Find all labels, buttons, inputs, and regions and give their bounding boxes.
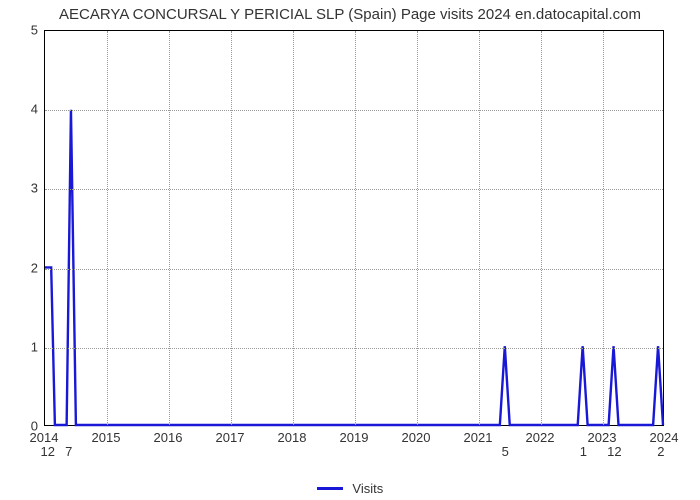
y-tick-label: 2 — [31, 260, 38, 275]
x-tick-label: 2015 — [92, 430, 121, 445]
x-axis: 2014201520162017201820192020202120222023… — [44, 426, 664, 446]
x-tick-label: 2024 — [650, 430, 679, 445]
bar-label: 5 — [502, 444, 509, 459]
bar-label: 2 — [657, 444, 664, 459]
x-tick-label: 2023 — [588, 430, 617, 445]
bar-label: 7 — [65, 444, 72, 459]
legend-swatch — [317, 487, 343, 490]
chart-title: AECARYA CONCURSAL Y PERICIAL SLP (Spain)… — [0, 0, 700, 26]
plot-area — [44, 30, 664, 426]
gridline-vertical — [293, 31, 294, 425]
y-tick-label: 5 — [31, 23, 38, 38]
x-tick-label: 2016 — [154, 430, 183, 445]
legend: Visits — [0, 480, 700, 496]
gridline-horizontal — [45, 269, 663, 270]
gridline-horizontal — [45, 110, 663, 111]
gridline-horizontal — [45, 348, 663, 349]
legend-label: Visits — [352, 481, 383, 496]
gridline-vertical — [541, 31, 542, 425]
gridline-vertical — [169, 31, 170, 425]
x-tick-label: 2014 — [30, 430, 59, 445]
bar-label: 12 — [607, 444, 621, 459]
chart-container: AECARYA CONCURSAL Y PERICIAL SLP (Spain)… — [0, 0, 700, 500]
y-tick-label: 1 — [31, 339, 38, 354]
y-tick-label: 4 — [31, 102, 38, 117]
x-tick-label: 2021 — [464, 430, 493, 445]
gridline-vertical — [417, 31, 418, 425]
gridline-vertical — [355, 31, 356, 425]
line-series-svg — [45, 31, 663, 425]
x-tick-label: 2022 — [526, 430, 555, 445]
x-tick-label: 2020 — [402, 430, 431, 445]
bar-label: 12 — [40, 444, 54, 459]
bar-label-row: 12751122 — [44, 444, 664, 462]
gridline-vertical — [479, 31, 480, 425]
gridline-vertical — [231, 31, 232, 425]
y-tick-label: 3 — [31, 181, 38, 196]
gridline-vertical — [107, 31, 108, 425]
gridline-vertical — [603, 31, 604, 425]
y-axis: 012345 — [0, 30, 44, 426]
gridline-horizontal — [45, 189, 663, 190]
bar-label: 1 — [580, 444, 587, 459]
x-tick-label: 2019 — [340, 430, 369, 445]
x-tick-label: 2018 — [278, 430, 307, 445]
x-tick-label: 2017 — [216, 430, 245, 445]
series-line-visits — [45, 110, 663, 425]
